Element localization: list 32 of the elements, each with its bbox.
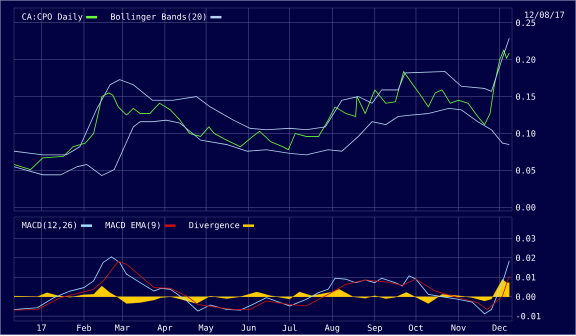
- y-tick-label: 0.02: [516, 254, 536, 262]
- y-tick-label: 0.25: [516, 20, 536, 26]
- y-tick-label: 0.20: [516, 56, 536, 63]
- y-tick-label: 0.05: [516, 167, 536, 174]
- line-series: [14, 38, 510, 156]
- x-tick-label: Apr: [157, 324, 172, 333]
- legend-label: MACD EMA(9): [106, 222, 160, 230]
- x-tick-label: Jul: [282, 324, 297, 332]
- x-tick-label: Nov: [451, 324, 466, 331]
- line-series: [14, 108, 510, 176]
- x-tick-label: Dec: [492, 324, 507, 331]
- y-tick-label: 0.10: [516, 130, 536, 137]
- legend-label: Bollinger Bands(20): [111, 13, 206, 22]
- legend-label: MACD(12,26): [22, 222, 76, 230]
- y-tick-label: 0.01: [516, 274, 536, 281]
- x-tick-label: Feb: [77, 324, 92, 332]
- y-tick-label: 0.15: [516, 93, 536, 100]
- x-tick-label: Aug: [324, 324, 340, 333]
- y-tick-label: -0.01: [516, 312, 540, 320]
- x-tick-label: Jun: [241, 324, 256, 331]
- x-tick-label: Mar: [115, 324, 130, 331]
- y-tick-label: 0.00: [516, 204, 536, 211]
- y-tick-label: 0.03: [516, 235, 536, 242]
- legend-label: Divergence: [189, 222, 240, 230]
- text: 12/08/17: [525, 12, 564, 19]
- legend-label: CA:CPO Daily: [22, 13, 83, 22]
- x-tick-label: 17: [37, 324, 46, 331]
- y-tick-label: 0.00: [516, 294, 536, 300]
- x-tick-label: Oct: [408, 324, 423, 331]
- x-tick-label: May: [198, 324, 214, 333]
- x-tick-label: Sep: [368, 324, 382, 333]
- line-series: [14, 50, 510, 170]
